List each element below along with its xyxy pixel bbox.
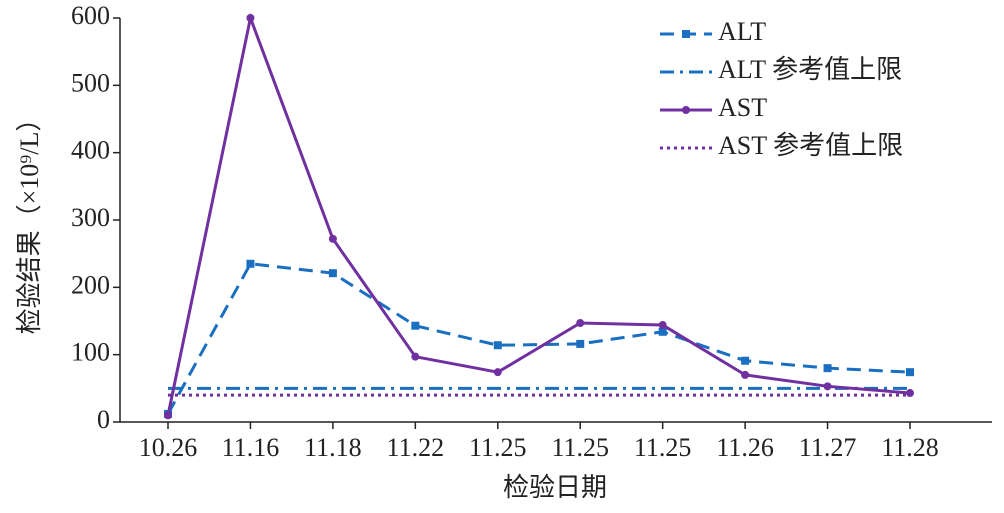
y-tick-label: 300 [71, 203, 110, 232]
marker [823, 382, 832, 391]
x-tick-label: 11.18 [304, 433, 362, 462]
legend-label: AST 参考值上限 [718, 131, 903, 160]
marker [741, 356, 750, 365]
legend-label: ALT 参考值上限 [718, 55, 902, 84]
marker [493, 368, 502, 377]
y-tick-label: 100 [71, 338, 110, 367]
x-tick-label: 11.16 [222, 433, 280, 462]
x-tick-label: 11.25 [551, 433, 609, 462]
marker [164, 411, 172, 420]
marker [906, 389, 914, 398]
x-tick-label: 10.26 [139, 433, 198, 462]
y-tick-label: 400 [71, 136, 110, 165]
x-tick-label: 11.22 [387, 433, 445, 462]
x-tick-label: 11.28 [881, 433, 939, 462]
marker [328, 234, 337, 243]
y-tick-label: 0 [97, 405, 110, 434]
marker [493, 341, 502, 350]
marker [576, 319, 585, 328]
y-axis-label: 检验结果（×10⁹/L） [15, 106, 44, 335]
marker [328, 269, 337, 278]
marker [246, 259, 255, 268]
x-tick-label: 11.26 [716, 433, 774, 462]
y-tick-label: 600 [71, 1, 110, 30]
legend-label: ALT [718, 17, 766, 46]
x-axis-label: 检验日期 [503, 473, 607, 502]
marker [576, 339, 585, 348]
marker [741, 370, 750, 379]
marker [411, 321, 420, 330]
x-tick-label: 11.25 [469, 433, 527, 462]
marker [906, 368, 914, 377]
marker [823, 364, 832, 373]
y-tick-label: 500 [71, 68, 110, 97]
y-tick-label: 200 [71, 270, 110, 299]
marker [658, 327, 667, 336]
marker [658, 321, 667, 330]
marker [246, 14, 255, 22]
x-tick-label: 11.25 [634, 433, 692, 462]
legend-label: AST [718, 93, 767, 122]
series-line [166, 12, 911, 416]
x-tick-label: 11.27 [799, 433, 857, 462]
legend-marker [682, 30, 690, 38]
marker [411, 352, 420, 361]
legend-marker [682, 106, 690, 114]
series-line [166, 262, 911, 415]
